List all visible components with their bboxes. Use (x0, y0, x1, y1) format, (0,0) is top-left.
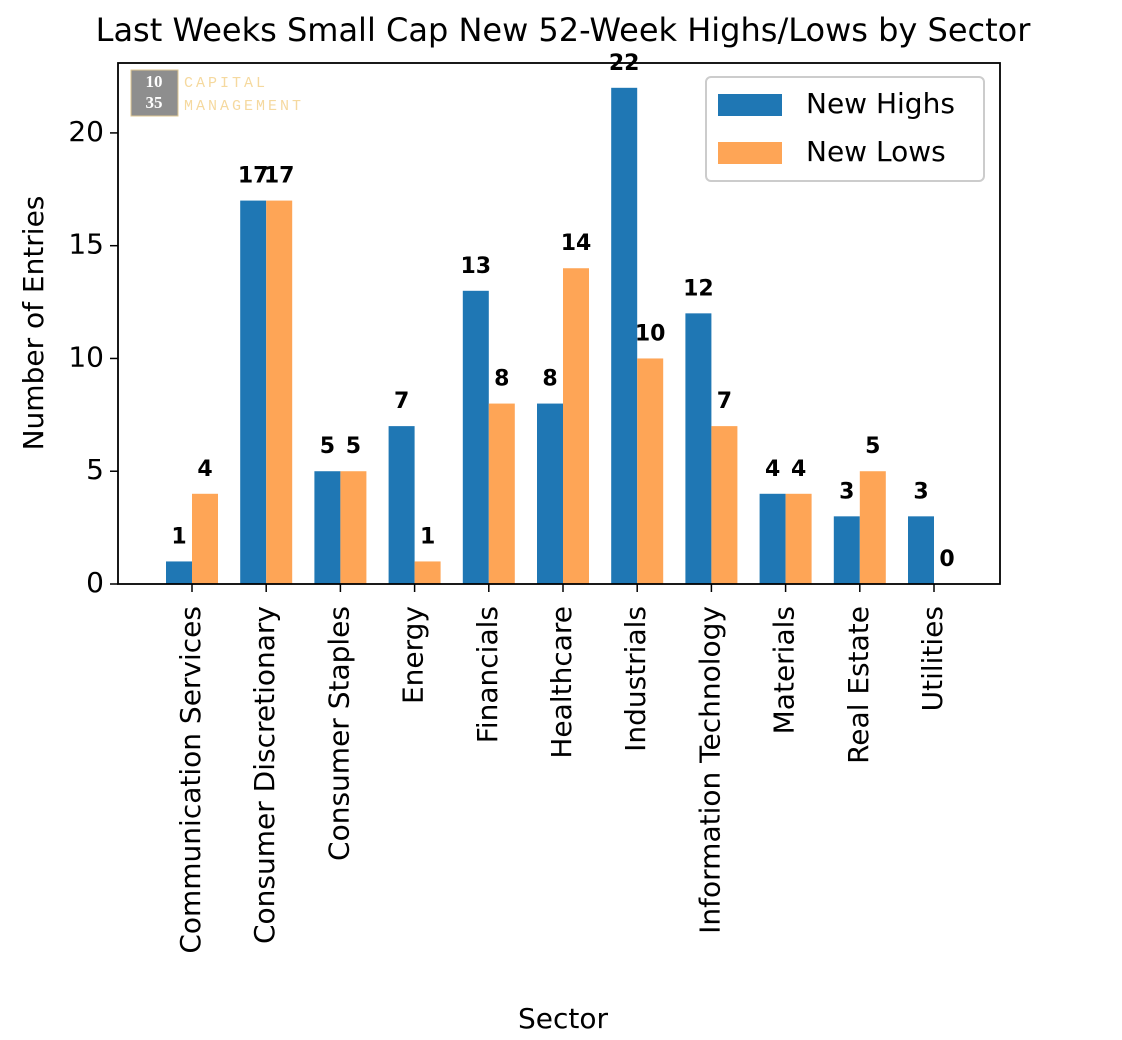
value-label: 0 (939, 547, 954, 572)
logo: 10 35 CAPITAL MANAGEMENT (130, 69, 304, 117)
value-label: 7 (717, 389, 732, 414)
x-tick-label: Consumer Staples (322, 606, 355, 861)
x-tick-label: Materials (768, 606, 801, 734)
bar (462, 290, 489, 584)
value-label: 1 (420, 524, 435, 549)
value-label: 13 (460, 254, 491, 279)
x-tick-label: Utilities (916, 606, 949, 711)
value-label: 17 (238, 164, 269, 189)
logo-number: 10 (146, 72, 163, 91)
bar (785, 493, 812, 584)
y-tick-label: 15 (68, 228, 104, 261)
bar (908, 516, 934, 584)
value-label: 14 (561, 231, 592, 256)
x-tick-label: Energy (397, 606, 430, 704)
x-tick-label: Financials (471, 606, 504, 743)
value-label: 17 (264, 164, 295, 189)
x-tick-label: Real Estate (842, 606, 875, 764)
value-label: 3 (913, 479, 928, 504)
bar (340, 471, 367, 584)
legend-swatch (718, 94, 782, 116)
x-tick-label: Information Technology (693, 606, 726, 934)
x-axis-label: Sector (518, 1002, 609, 1035)
plot-frame (117, 62, 1001, 585)
logo-text: CAPITAL (184, 75, 268, 92)
bar (266, 200, 293, 585)
bar (488, 403, 515, 584)
value-label: 4 (197, 457, 212, 482)
value-label: 5 (346, 434, 361, 459)
bar (414, 561, 441, 584)
value-label: 3 (839, 479, 854, 504)
y-tick-label: 5 (86, 453, 104, 486)
x-tick-label: Industrials (619, 606, 652, 752)
value-label: 12 (683, 276, 714, 301)
value-label: 7 (394, 389, 409, 414)
logo-number: 35 (146, 93, 163, 112)
bar (833, 516, 860, 584)
bar (611, 87, 638, 585)
value-label: 5 (320, 434, 335, 459)
bar (637, 358, 664, 584)
bar (388, 426, 415, 584)
logo-text: MANAGEMENT (184, 98, 304, 115)
bar (759, 493, 786, 584)
bar (537, 403, 563, 584)
x-tick-label: Communication Services (174, 606, 207, 954)
value-label: 4 (765, 457, 780, 482)
value-label: 1 (171, 524, 186, 549)
bar (685, 313, 712, 584)
x-tick-label: Healthcare (545, 606, 578, 759)
y-axis-label: Number of Entries (17, 196, 50, 451)
value-label: 4 (791, 457, 806, 482)
legend-label: New Highs (806, 87, 955, 120)
y-tick-label: 10 (68, 340, 104, 373)
legend-swatch (718, 142, 782, 164)
legend: New Highs New Lows (705, 76, 985, 182)
logo-box (130, 69, 179, 117)
bar (314, 471, 341, 584)
y-tick-label: 20 (68, 115, 104, 148)
x-tick-label: Consumer Discretionary (248, 606, 281, 944)
bar (240, 200, 267, 585)
bar (859, 471, 886, 584)
bar (192, 493, 218, 584)
value-label: 8 (494, 367, 509, 392)
value-label: 10 (635, 321, 666, 346)
bar (166, 561, 192, 584)
bar (563, 268, 589, 584)
value-label: 5 (865, 434, 880, 459)
y-tick-label: 0 (86, 566, 104, 599)
chart-title: Last Weeks Small Cap New 52-Week Highs/L… (96, 11, 1032, 49)
value-label: 8 (542, 367, 557, 392)
legend-label: New Lows (806, 135, 946, 168)
bar (711, 426, 738, 584)
